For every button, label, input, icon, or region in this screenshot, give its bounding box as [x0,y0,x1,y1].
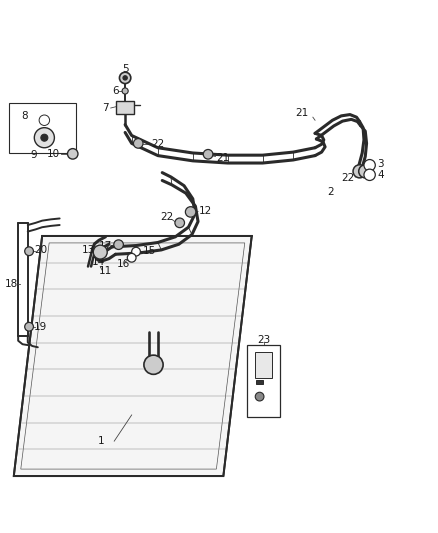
Bar [116,101,134,114]
Circle shape [34,128,54,148]
Text: 19: 19 [34,322,47,332]
Text: 13: 13 [81,245,95,255]
Text: 20: 20 [34,245,47,255]
Text: 8: 8 [21,111,28,121]
Circle shape [175,218,184,228]
Polygon shape [14,236,252,476]
Circle shape [144,355,163,374]
Circle shape [67,149,78,159]
Text: 11: 11 [99,266,112,276]
Circle shape [25,322,33,331]
Text: 3: 3 [377,159,384,169]
Circle shape [359,165,372,178]
Text: 4: 4 [377,170,384,180]
Circle shape [127,253,136,262]
Circle shape [39,115,49,125]
Circle shape [132,247,141,256]
Text: 21: 21 [217,153,230,163]
Text: 21: 21 [295,108,309,118]
Text: 2: 2 [327,187,334,197]
Bar [256,380,263,384]
Text: 10: 10 [46,149,60,159]
Text: 9: 9 [30,150,37,160]
Text: 1: 1 [98,436,104,446]
Circle shape [364,159,375,171]
Text: 22: 22 [341,173,354,183]
Text: 17: 17 [99,241,112,251]
Text: 23: 23 [258,335,271,345]
Circle shape [203,149,213,159]
Circle shape [185,207,196,217]
Bar [255,352,272,378]
Text: 22: 22 [151,139,165,149]
Bar [9,103,76,153]
Text: 14: 14 [92,257,106,267]
Circle shape [93,245,107,259]
Text: 15: 15 [142,246,156,256]
Text: 5: 5 [122,64,128,74]
Circle shape [255,392,264,401]
Text: 18: 18 [5,279,18,289]
Text: 12: 12 [199,206,212,216]
Text: 16: 16 [117,260,130,269]
Circle shape [122,88,128,94]
Text: 7: 7 [102,103,109,113]
Circle shape [134,139,143,148]
Circle shape [41,134,48,141]
Circle shape [114,240,124,249]
Bar [247,345,280,417]
Circle shape [353,165,366,178]
Circle shape [364,169,375,181]
Circle shape [123,76,127,80]
Text: 22: 22 [160,212,173,222]
Circle shape [25,247,33,256]
Text: 6: 6 [112,85,118,95]
Circle shape [120,72,131,84]
